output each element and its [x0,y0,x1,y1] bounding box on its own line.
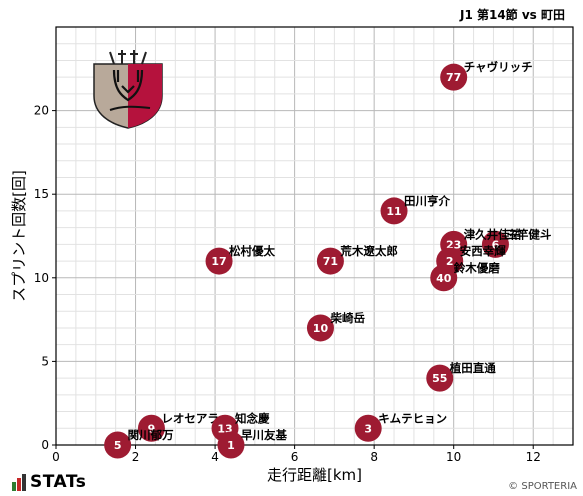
data-point: 1 早川友基 [217,428,287,459]
data-point-number: 40 [436,272,452,285]
data-point-number: 5 [114,439,122,452]
y-axis-title: スプリント回数[回] [10,170,28,302]
data-point-number: 6 [492,238,500,251]
data-point-marker [380,197,408,225]
data-point-label: 関川郁万 [128,428,174,442]
y-tick-label: 10 [34,271,49,285]
data-point-label: 津久井佳祐 [464,227,522,241]
match-title: J1 第14節 vs 町田 [459,8,565,22]
data-point-label: チャヴリッチ [464,60,533,74]
x-tick-label: 4 [211,450,219,464]
stats-logo: STATs [12,472,86,492]
data-point: 6 三竿健斗 [481,227,552,258]
brand-name: STATs [30,472,87,492]
data-point-label: 鈴木優磨 [454,261,500,275]
data-point-label: 知念慶 [234,411,270,425]
bars-icon [12,473,26,491]
data-point-number: 11 [386,205,401,218]
y-tick-label: 15 [34,187,49,201]
data-point-marker [104,431,132,459]
data-point-marker [440,63,468,91]
x-tick-label: 6 [291,450,299,464]
y-tick-label: 0 [41,438,49,452]
data-point-number: 17 [211,255,226,268]
copyright: © SPORTERIA [508,481,577,492]
data-point: 5 関川郁万 [104,428,174,459]
data-point-label: 植田直通 [449,361,496,375]
data-point-marker [426,364,454,392]
data-point-number: 1 [227,439,235,452]
data-point-number: 77 [446,71,461,84]
plot-frame [55,26,574,446]
data-point-marker [205,247,233,275]
data-point-marker [306,314,334,342]
data-point-number: 10 [313,322,329,335]
x-tick-label: 0 [52,450,60,464]
club-emblem [93,50,163,129]
data-point-number: 3 [364,422,372,435]
data-point-label: 安西幸輝 [460,244,506,258]
data-point-label: キムテヒョン [378,411,447,425]
data-point-number: 71 [323,255,338,268]
x-tick-label: 12 [526,450,541,464]
x-axis-title: 走行距離[km] [267,466,362,484]
x-tick-label: 10 [446,450,461,464]
data-point-marker [137,414,165,442]
y-tick-label: 20 [34,104,49,118]
data-point-marker [481,230,509,258]
data-point-number: 9 [148,422,156,435]
data-point-label: 松村優太 [229,244,275,258]
data-point-number: 2 [446,255,454,268]
data-points: 77チャヴリッチ11田川亨介6三竿健斗23津久井佳祐2安西幸輝40鈴木優磨17松… [104,60,552,459]
data-point-label: 荒木遼太郎 [339,244,398,258]
data-point-label: 田川亨介 [404,194,450,208]
x-tick-label: 8 [370,450,378,464]
data-point-marker [217,431,245,459]
data-point-label: 柴崎岳 [329,311,365,325]
data-point-marker [430,264,458,292]
data-point-label: レオセアラ [161,411,219,425]
data-point-marker [354,414,382,442]
data-point: 3 キムテヒョン [354,411,447,442]
data-point-marker [316,247,344,275]
x-tick-label: 2 [132,450,140,464]
data-point-label: 早川友基 [241,428,287,442]
data-point-number: 55 [432,372,447,385]
data-point-label: 三竿健斗 [505,227,551,241]
data-point: 9 レオセアラ [137,411,219,442]
y-tick-label: 5 [41,354,49,368]
